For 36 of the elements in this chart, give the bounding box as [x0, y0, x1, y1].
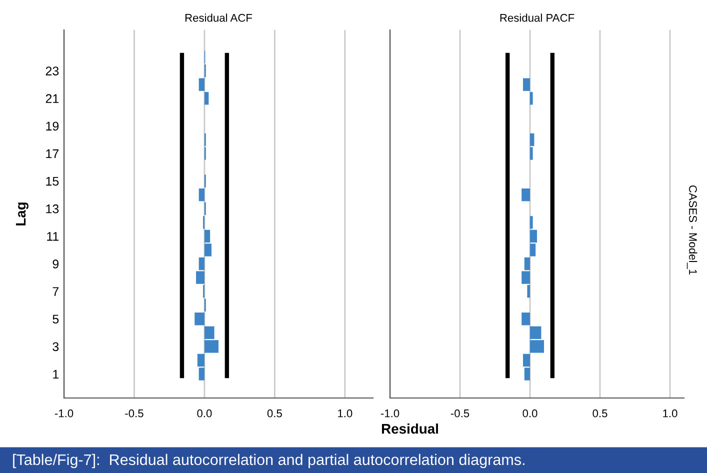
text: [Table/Fig-7]: Residual autocorrelation and partial autocorrelation diagrams. [13, 454, 524, 468]
bar [530, 92, 533, 105]
x-tick-label: 0.0 [197, 409, 212, 418]
x-tick-label: 1.0 [338, 409, 352, 418]
bar [198, 188, 204, 202]
chart-title: Residual ACF [185, 14, 252, 22]
y-tick-label: 21 [46, 94, 59, 103]
x-tick-label: -0.5 [450, 409, 470, 418]
y-tick-label: 1 [53, 370, 59, 379]
y-axis-title: Lag [16, 202, 28, 226]
y-tick-label: 13 [46, 204, 59, 214]
y-tick-label: 5 [52, 314, 59, 324]
y-tick-label: 9 [52, 260, 59, 268]
y-tick-label: 7 [52, 287, 59, 296]
bar [523, 78, 530, 91]
text: CASES - Model_1 [686, 185, 698, 275]
x-tick-label: 1.0 [663, 409, 678, 418]
y-tick-label: 17 [46, 149, 59, 158]
x-tick-label: 0.5 [267, 409, 282, 418]
bar [204, 92, 209, 105]
chart-title: Residual PACF [500, 14, 574, 22]
y-tick-label: 3 [52, 342, 59, 352]
bar [522, 312, 530, 326]
x-tick-label: 0.0 [522, 409, 538, 418]
x-tick-label: -0.5 [125, 409, 144, 418]
y-tick-label: 11 [47, 232, 59, 241]
x-tick-label: -1.0 [380, 409, 400, 418]
bar [198, 78, 204, 91]
x-axis-title: Residual [382, 424, 438, 434]
y-tick-label: 15 [46, 176, 59, 186]
x-tick-label: -1.0 [54, 409, 74, 418]
bar [194, 312, 204, 326]
x-tick-label: 0.5 [592, 409, 608, 418]
bar [522, 188, 530, 202]
y-tick-label: 23 [46, 66, 59, 76]
y-tick-label: 19 [46, 122, 59, 131]
